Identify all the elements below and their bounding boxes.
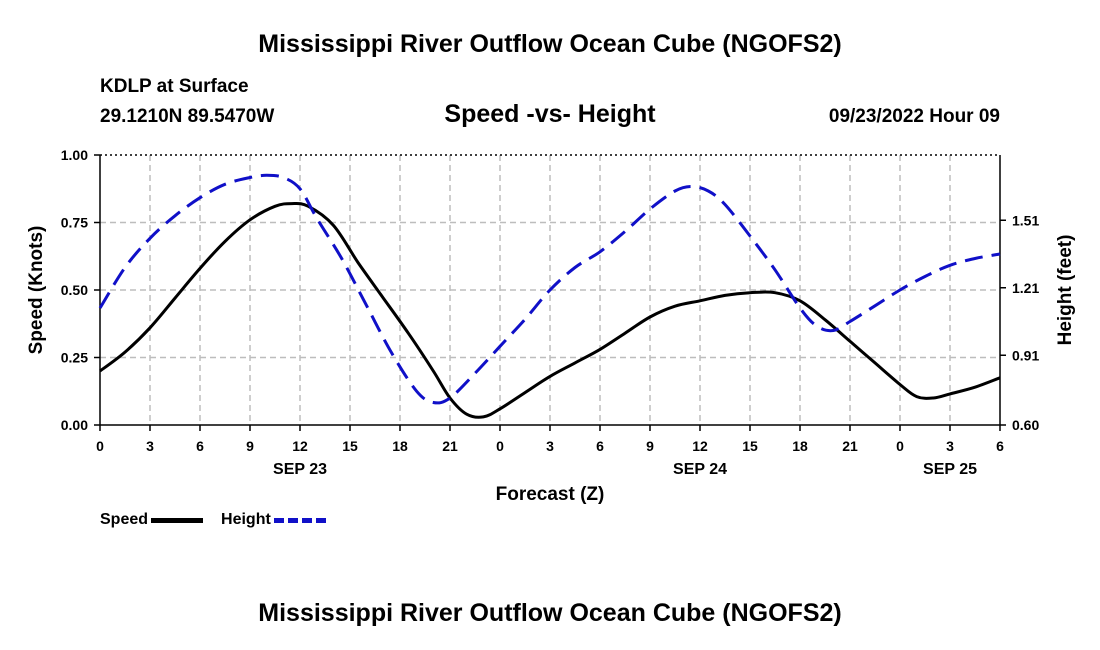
x-tick-label: 18 [792,438,808,454]
x-tick-label: 6 [196,438,204,454]
x-tick-label: 12 [292,438,308,454]
legend: Speed Height [100,509,344,531]
y-right-tick-label: 1.51 [1012,212,1039,228]
y-right-tick-label: 1.21 [1012,280,1039,296]
legend-label-height: Height [221,511,271,528]
y-right-tick-label: 0.91 [1012,347,1039,363]
y-left-tick-label: 1.00 [61,147,88,163]
legend-swatch-speed [151,517,204,523]
x-tick-label: 18 [392,438,408,454]
station-label: KDLP at Surface [100,76,249,97]
x-tick-label: 3 [546,438,554,454]
x-tick-label: 3 [946,438,954,454]
chart-subtitle: Speed -vs- Height [444,100,656,128]
y-left-tick-label: 0.25 [61,350,88,366]
y-left-tick-label: 0.00 [61,417,88,433]
x-axis-label: Forecast (Z) [496,484,605,505]
coordinates-label: 29.1210N 89.5470W [100,106,275,127]
series-line-height [98,173,1001,405]
x-tick-label: 6 [996,438,1004,454]
speed-height-chart: 0 3 6 9 12 15 18 21 0 3 6 9 12 15 18 21 0 3 6 SEP 23 SEP 24 S… [26,147,1076,505]
legend-label-speed: Speed [100,511,149,528]
x-tick-label: 9 [646,438,654,454]
legend-item-speed: Speed [100,511,204,529]
x-date-label: SEP 23 [273,461,327,478]
x-date-label: SEP 24 [673,461,727,478]
x-tick-label: 21 [442,438,458,454]
x-tick-label: 15 [742,438,758,454]
x-tick-label: 9 [246,438,254,454]
series [98,173,1001,419]
y-left-tick-label: 0.50 [61,282,88,298]
grid [100,155,1000,425]
y-right-tick-label: 0.60 [1012,417,1039,433]
x-tick-label: 6 [596,438,604,454]
series-line-speed [99,202,1001,419]
x-tick-label: 12 [692,438,708,454]
footer-title: Mississippi River Outflow Ocean Cube (NG… [258,599,842,627]
legend-swatch-height [273,517,326,523]
legend-item-height: Height [221,511,326,529]
axis-labels: 0 3 6 9 12 15 18 21 0 3 6 9 12 15 18 21 0 3 6 SEP 23 SEP 24 S… [26,147,1076,505]
forecast-datetime: 09/23/2022 Hour 09 [828,106,1000,127]
x-tick-label: 0 [96,438,104,454]
axes [94,154,1006,431]
y-left-axis-label: Speed (Knots) [26,226,47,355]
x-tick-label: 15 [342,438,358,454]
x-tick-label: 21 [842,438,858,454]
y-right-axis-label: Height (feet) [1055,235,1076,346]
x-tick-label: 0 [896,438,904,454]
x-date-label: SEP 25 [923,461,977,478]
x-tick-label: 3 [146,438,154,454]
x-tick-label: 0 [496,438,504,454]
chart-title: Mississippi River Outflow Ocean Cube (NG… [258,30,842,58]
y-left-tick-label: 0.75 [61,215,88,231]
